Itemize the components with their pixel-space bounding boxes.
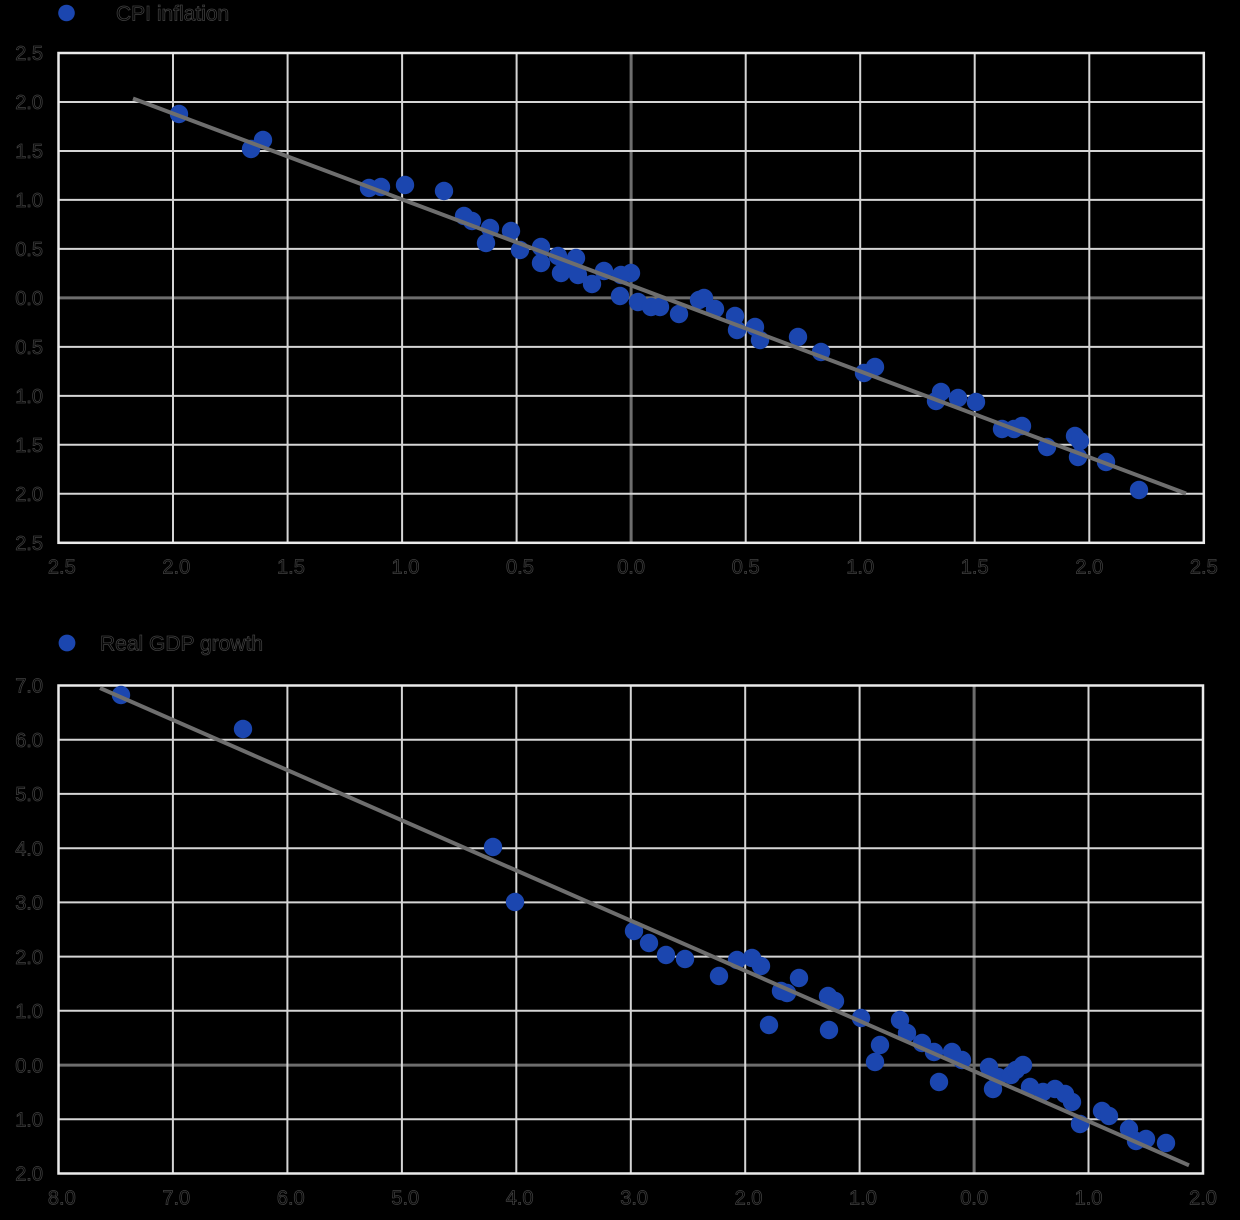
- svg-text:-1.0: -1.0: [842, 1188, 876, 1210]
- svg-text:1.0: 1.0: [846, 557, 874, 579]
- svg-text:1.0: 1.0: [15, 190, 43, 212]
- svg-text:-2.5: -2.5: [9, 533, 43, 555]
- svg-text:-2.5: -2.5: [41, 557, 75, 579]
- svg-text:1.5: 1.5: [961, 557, 989, 579]
- svg-text:1.5: 1.5: [15, 141, 43, 163]
- svg-text:-7.0: -7.0: [156, 1188, 190, 1210]
- svg-text:0.0: 0.0: [15, 288, 43, 310]
- svg-text:-2.0: -2.0: [9, 484, 43, 506]
- svg-text:2.0: 2.0: [1075, 557, 1103, 579]
- svg-text:2.5: 2.5: [1190, 557, 1218, 579]
- svg-text:1.0: 1.0: [1075, 1188, 1103, 1210]
- svg-text:5.0: 5.0: [15, 784, 43, 806]
- svg-text:7.0: 7.0: [15, 676, 43, 698]
- svg-text:-0.5: -0.5: [499, 557, 533, 579]
- svg-text:-8.0: -8.0: [41, 1188, 75, 1210]
- svg-text:-2.0: -2.0: [9, 1164, 43, 1186]
- svg-text:0.0: 0.0: [15, 1055, 43, 1077]
- svg-text:-1.0: -1.0: [9, 1110, 43, 1132]
- svg-text:2.5: 2.5: [15, 43, 43, 65]
- svg-text:-1.5: -1.5: [270, 557, 304, 579]
- svg-text:-5.0: -5.0: [385, 1188, 419, 1210]
- svg-text:Real GDP growth: Real GDP growth: [100, 633, 263, 656]
- svg-text:-6.0: -6.0: [270, 1188, 304, 1210]
- svg-text:0.5: 0.5: [732, 557, 760, 579]
- svg-text:3.0: 3.0: [15, 893, 43, 915]
- svg-text:-1.0: -1.0: [385, 557, 419, 579]
- svg-text:-4.0: -4.0: [499, 1188, 533, 1210]
- svg-text:4.0: 4.0: [15, 838, 43, 860]
- svg-text:0.5: 0.5: [15, 239, 43, 261]
- svg-text:1.0: 1.0: [15, 1001, 43, 1023]
- svg-text:-3.0: -3.0: [614, 1188, 648, 1210]
- svg-text:6.0: 6.0: [15, 730, 43, 752]
- svg-text:0.0: 0.0: [617, 557, 645, 579]
- svg-text:-0.5: -0.5: [9, 337, 43, 359]
- svg-text:0.0: 0.0: [960, 1188, 988, 1210]
- svg-text:2.0: 2.0: [1189, 1188, 1217, 1210]
- svg-text:2.0: 2.0: [15, 947, 43, 969]
- svg-text:-2.0: -2.0: [728, 1188, 762, 1210]
- svg-text:-1.0: -1.0: [9, 386, 43, 408]
- svg-text:2.0: 2.0: [15, 92, 43, 114]
- svg-text:CPI inflation: CPI inflation: [116, 3, 229, 26]
- svg-text:-1.5: -1.5: [9, 435, 43, 457]
- svg-text:-2.0: -2.0: [156, 557, 190, 579]
